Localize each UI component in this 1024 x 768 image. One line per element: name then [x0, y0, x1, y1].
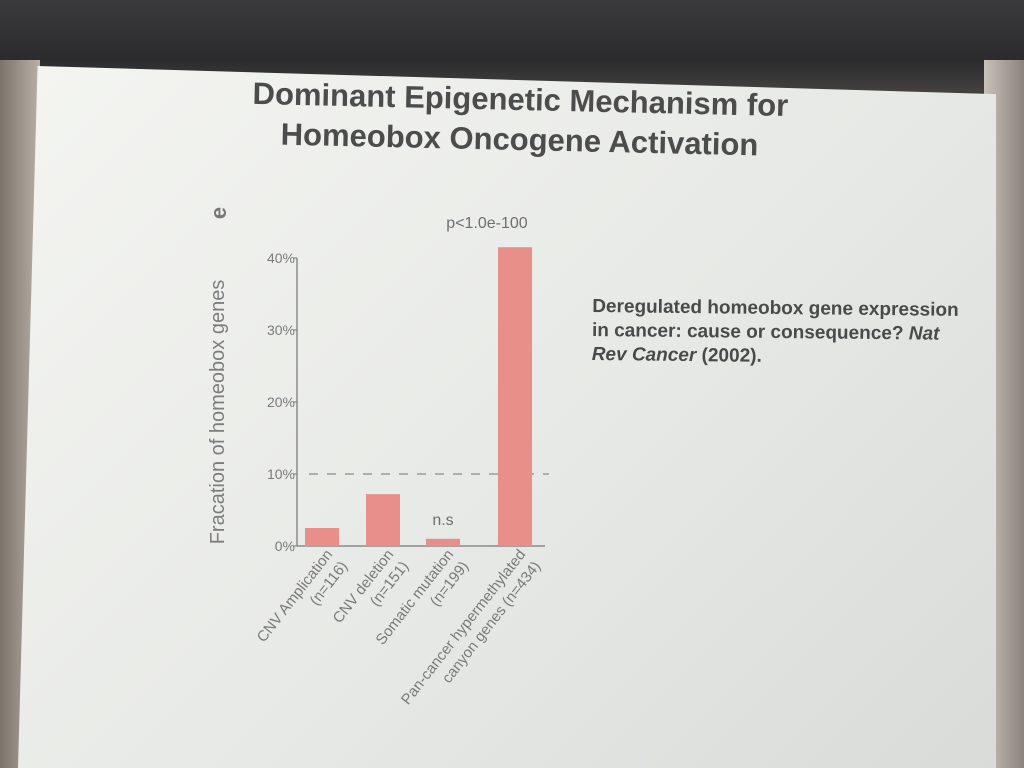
- x-tick-label: CNV Amplication(n=116): [254, 546, 352, 645]
- bar: [366, 494, 400, 546]
- bar: [426, 538, 460, 546]
- citation: Deregulated homeobox gene expression in …: [592, 295, 973, 371]
- annotation-label: p<1.0e-100: [446, 215, 528, 232]
- y-tick-label: 10%: [267, 466, 295, 482]
- citation-text: Deregulated homeobox gene expression in …: [591, 296, 959, 345]
- y-axis-label: Fracation of homeobox genes: [207, 280, 229, 545]
- y-tick-label: 30%: [267, 322, 295, 338]
- bar: [498, 247, 532, 546]
- y-tick-label: 20%: [267, 394, 295, 410]
- panel-label: e: [206, 207, 231, 219]
- bar: [305, 528, 339, 546]
- citation-year: (2002).: [696, 345, 762, 367]
- y-tick-label: 40%: [267, 250, 295, 266]
- annotation-label: n.s: [432, 512, 453, 529]
- y-tick-label: 0%: [275, 538, 295, 554]
